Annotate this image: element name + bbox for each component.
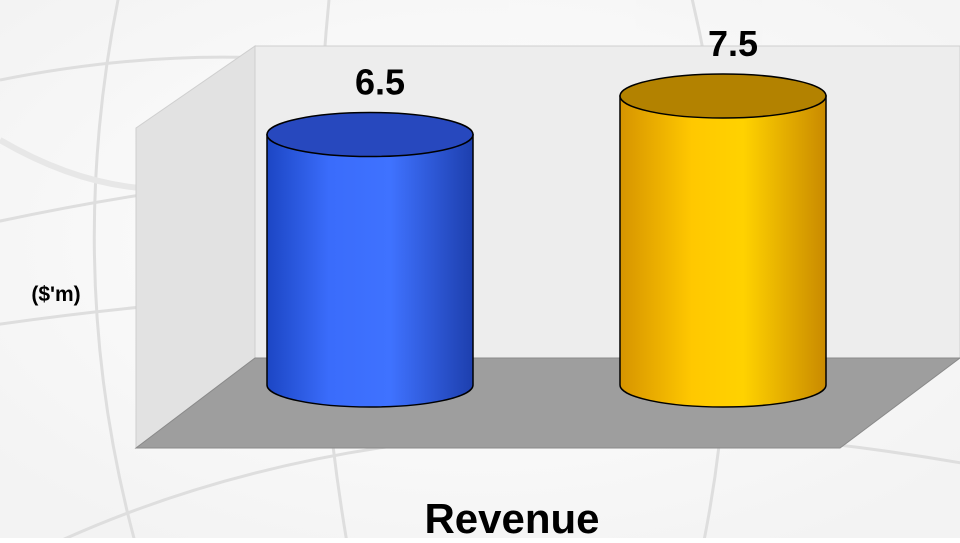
floor	[134, 357, 960, 449]
value-label: 7.5	[708, 23, 758, 64]
bar-top-cap	[266, 111, 474, 158]
y-axis-label: ($'m)	[31, 283, 80, 306]
chart-plot-area	[134, 45, 960, 450]
bars-group	[266, 73, 827, 408]
x-axis-label: Revenue	[424, 495, 599, 538]
bar-body	[619, 95, 827, 408]
value-labels-group: 6.5 7.5	[355, 23, 758, 103]
bar-body	[266, 133, 474, 408]
bar-1	[266, 111, 474, 408]
bar-2	[619, 73, 827, 408]
value-label: 6.5	[355, 62, 405, 103]
bar-top-cap	[619, 73, 827, 119]
